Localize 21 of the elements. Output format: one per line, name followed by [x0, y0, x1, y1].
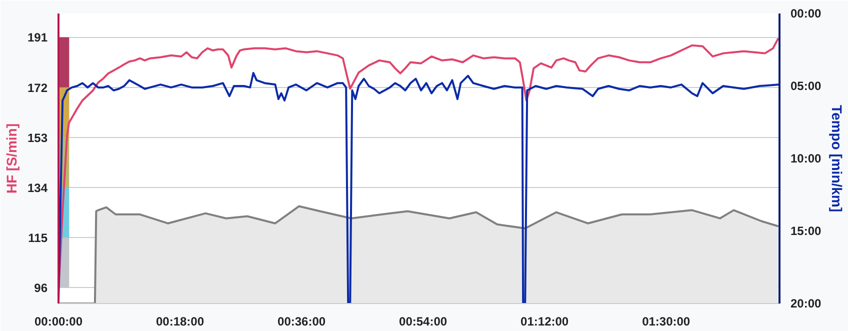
y2-tick-label: 20:00	[790, 296, 822, 310]
x-tick-label: 01:12:00	[520, 314, 569, 328]
y2-tick-label: 10:00	[790, 152, 822, 166]
x-tick-label: 00:54:00	[399, 314, 448, 328]
x-tick-label: 00:36:00	[278, 314, 326, 328]
bar	[58, 37, 70, 88]
y2-axis-title: Tempo [min/km]	[829, 104, 846, 212]
y-tick-label: 153	[27, 130, 48, 145]
y-tick-label: 115	[28, 231, 48, 246]
y2-tick-label: 15:00	[790, 224, 822, 238]
line-series	[58, 72, 780, 304]
y-tick-label: 134	[27, 181, 48, 195]
y-axis-title: HF [S/min]	[3, 123, 20, 194]
y-tick-label: 191	[27, 30, 48, 45]
x-tick-label: 00:00:00	[34, 314, 83, 328]
y2-tick-label: 05:00	[790, 79, 822, 93]
y-tick-label: 172	[27, 80, 48, 95]
y2-tick-label: 00:00	[790, 6, 822, 20]
x-tick-label: 01:30:00	[642, 314, 690, 328]
x-tick-label: 00:18:00	[156, 314, 204, 328]
y-tick-label: 96	[34, 281, 48, 296]
